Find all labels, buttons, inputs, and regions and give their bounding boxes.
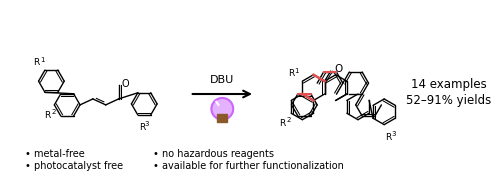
Text: 14 examples: 14 examples — [410, 78, 486, 91]
Text: 52–91% yields: 52–91% yields — [406, 94, 491, 107]
Text: R: R — [385, 132, 392, 142]
Bar — [218, 114, 228, 122]
Text: R: R — [280, 119, 285, 128]
Text: • photocatalyst free: • photocatalyst free — [24, 161, 123, 171]
Text: R: R — [139, 123, 145, 132]
Text: R: R — [34, 58, 40, 67]
Text: DBU: DBU — [210, 75, 234, 85]
Text: R: R — [44, 111, 51, 120]
Text: 1: 1 — [40, 57, 45, 63]
Text: O: O — [334, 64, 342, 74]
Text: R: R — [288, 69, 295, 78]
Circle shape — [212, 98, 233, 120]
Text: O: O — [122, 79, 129, 89]
Text: • metal-free: • metal-free — [24, 149, 84, 159]
Text: 3: 3 — [391, 131, 396, 137]
Text: 2: 2 — [286, 117, 290, 123]
Text: • no hazardous reagents: • no hazardous reagents — [153, 149, 274, 159]
Text: 3: 3 — [145, 121, 150, 127]
Text: • available for further functionalization: • available for further functionalizatio… — [153, 161, 344, 171]
Text: 1: 1 — [294, 68, 299, 74]
Text: 2: 2 — [52, 109, 56, 115]
